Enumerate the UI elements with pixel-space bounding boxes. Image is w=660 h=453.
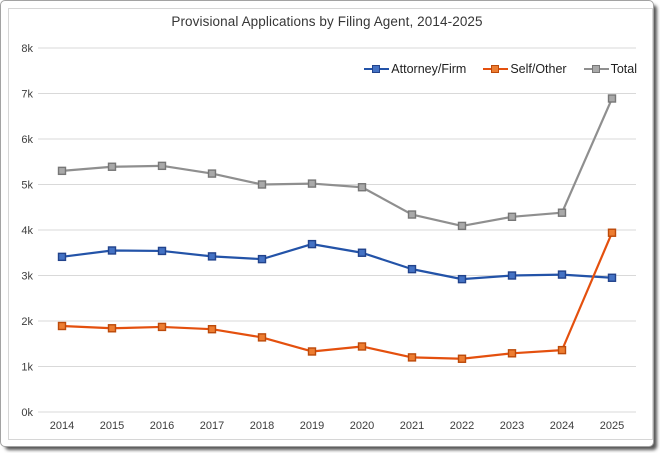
attorney-firm-legend-marker-icon [364, 64, 390, 74]
data-point-marker [407, 353, 417, 362]
y-tick-label: 1k [21, 362, 33, 374]
y-tick-label: 0k [21, 407, 33, 419]
x-tick-label: 2022 [450, 420, 474, 432]
x-tick-label: 2019 [300, 420, 324, 432]
chart-plot-border [8, 8, 653, 440]
plot-area: 0k 1k 2k 3k 4k 5k 6k 7k 8k 2014 2015 2016 2017 2018 20… [21, 43, 636, 432]
series-line-total [61, 98, 614, 228]
data-point-marker [207, 169, 217, 178]
data-point-marker [607, 228, 617, 237]
data-point-marker [107, 246, 117, 255]
x-tick-label: 2017 [200, 420, 224, 432]
data-point-marker [257, 333, 267, 342]
data-point-marker [507, 349, 517, 358]
y-tick-label: 3k [21, 271, 33, 283]
data-point-marker [407, 264, 417, 274]
legend-label-attorney-firm: Attorney/Firm [391, 62, 467, 76]
data-point-marker [57, 321, 67, 331]
chart-title: Provisional Applications by Filing Agent… [171, 14, 483, 29]
data-point-marker [357, 248, 367, 257]
data-point-marker [457, 274, 467, 284]
data-point-marker [357, 342, 367, 351]
data-point-marker [557, 345, 567, 355]
data-point-marker [507, 212, 517, 222]
y-tick-label: 8k [21, 43, 33, 55]
data-point-marker [407, 210, 417, 219]
x-tick-label: 2024 [550, 420, 574, 432]
x-tick-label: 2025 [600, 420, 624, 432]
data-point-marker [157, 246, 167, 256]
y-tick-label: 6k [21, 134, 33, 146]
y-tick-label: 5k [21, 180, 33, 192]
legend-item-total: Total [583, 62, 637, 76]
legend: Attorney/Firm Self/Other Total [364, 62, 637, 76]
y-tick-label: 7k [21, 89, 33, 101]
data-point-marker [157, 322, 167, 332]
total-legend-marker-icon [583, 64, 609, 74]
x-tick-label: 2023 [500, 420, 524, 432]
x-tick-label: 2015 [100, 420, 124, 432]
data-point-marker [557, 208, 567, 217]
legend-label-self-other: Self/Other [510, 62, 567, 76]
legend-label-total: Total [610, 62, 637, 76]
data-point-marker [307, 347, 317, 356]
data-point-marker [57, 166, 67, 176]
data-point-marker [507, 271, 517, 280]
series-line-attorney-firm [61, 243, 613, 281]
data-point-marker [157, 161, 167, 171]
data-point-marker [207, 324, 217, 334]
x-tick-label: 2018 [250, 420, 274, 432]
series-line-self-other [61, 232, 614, 360]
x-tick-label: 2020 [350, 420, 374, 432]
data-point-marker [257, 254, 267, 264]
data-point-marker [357, 183, 367, 192]
data-point-marker [307, 179, 317, 188]
legend-item-self-other: Self/Other [483, 62, 567, 76]
data-point-marker [607, 273, 617, 282]
legend-item-attorney-firm: Attorney/Firm [364, 62, 466, 76]
y-tick-label: 2k [21, 316, 33, 328]
y-tick-label: 4k [21, 225, 33, 237]
data-point-marker [457, 354, 467, 363]
x-tick-label: 2021 [400, 420, 424, 432]
chart-frame: Provisional Applications by Filing Agent… [0, 0, 654, 447]
data-point-marker [457, 221, 467, 231]
data-point-marker [307, 239, 317, 249]
data-point-marker [257, 180, 267, 189]
data-point-marker [607, 94, 617, 103]
data-point-marker [557, 270, 567, 279]
data-point-marker [107, 162, 117, 171]
data-point-marker [57, 252, 67, 262]
data-point-marker [107, 324, 117, 333]
data-point-marker [207, 252, 217, 261]
x-tick-label: 2016 [150, 420, 174, 432]
x-tick-label: 2014 [50, 420, 74, 432]
self-other-legend-marker-icon [483, 64, 509, 74]
